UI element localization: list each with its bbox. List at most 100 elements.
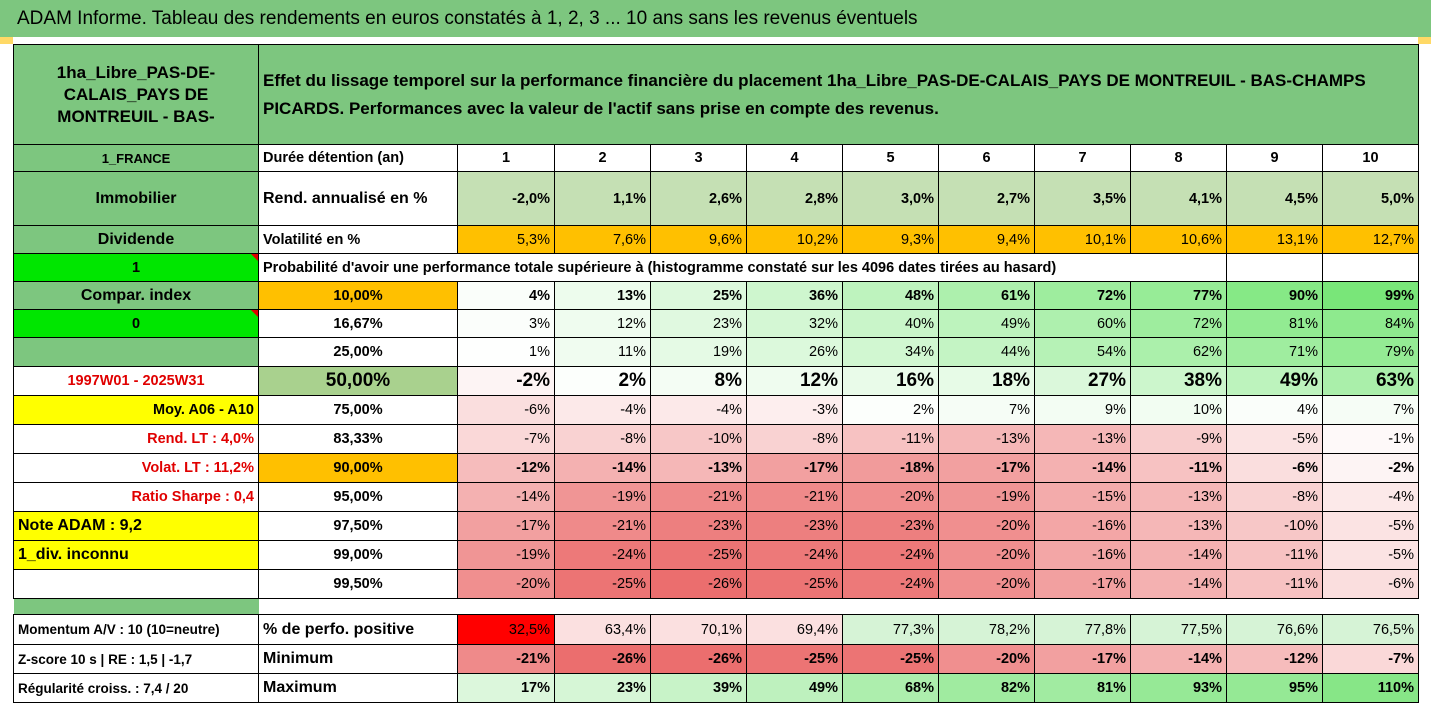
quantile-cell: -24% xyxy=(842,540,939,570)
compar-value: 0 xyxy=(13,309,259,338)
quantile-cell: -1% xyxy=(1322,424,1419,454)
quantile-cell: -3% xyxy=(746,395,843,425)
quantile-cell: -20% xyxy=(938,511,1035,541)
momentum-label: Momentum A/V : 10 (10=neutre) xyxy=(13,614,259,645)
quantile-cell: -10% xyxy=(1226,511,1323,541)
volat-cell: 10,2% xyxy=(746,225,843,254)
max-cell: 68% xyxy=(842,673,939,703)
div-label: 1_div. inconnu xyxy=(13,540,259,570)
quantile-cell: 63% xyxy=(1322,366,1419,396)
quantile-cell: -6% xyxy=(1322,569,1419,599)
table-row: 0 16,67% 3% 12% 23% 32% 40% 49% 60% 72% 81% 84% xyxy=(13,309,1419,338)
quantile-cell: 1% xyxy=(457,337,555,367)
quantile-cell: -23% xyxy=(746,511,843,541)
table-row: Dividende Volatilité en % 5,3% 7,6% 9,6% 10,2… xyxy=(13,225,1419,254)
max-cell: 110% xyxy=(1322,673,1419,703)
quantile-cell: 54% xyxy=(1034,337,1131,367)
quantile-cell: -6% xyxy=(1226,453,1323,483)
quantile-label: 83,33% xyxy=(258,424,458,454)
quantile-cell: 71% xyxy=(1226,337,1323,367)
quantile-cell: -25% xyxy=(650,540,747,570)
quantile-cell: -23% xyxy=(650,511,747,541)
compar-label: Compar. index xyxy=(13,281,259,310)
quantile-cell: 10% xyxy=(1130,395,1227,425)
returns-table: 1ha_Libre_PAS-DE-CALAIS_PAYS DE MONTREUI… xyxy=(13,44,1419,703)
empty-green xyxy=(13,337,259,367)
quantile-cell: -25% xyxy=(746,569,843,599)
quantile-cell: -20% xyxy=(938,540,1035,570)
volat-lt-label: Volat. LT : 11,2% xyxy=(13,453,259,483)
quantile-cell: -19% xyxy=(457,540,555,570)
rend-cell: 2,6% xyxy=(650,171,747,226)
quantile-label: 25,00% xyxy=(258,337,458,367)
quantile-cell: 2% xyxy=(554,366,651,396)
quantile-cell: 61% xyxy=(938,281,1035,310)
quantile-cell: -26% xyxy=(650,569,747,599)
quantile-cell: -9% xyxy=(1130,424,1227,454)
quantile-cell: 49% xyxy=(1226,366,1323,396)
table-row: Ratio Sharpe : 0,4 95,00% -14% -19% -21% -21%… xyxy=(13,482,1419,512)
table-row: 1997W01 - 2025W31 50,00% -2% 2% 8% 12% 16% 18% 2… xyxy=(13,366,1419,396)
quantile-cell: -14% xyxy=(1130,540,1227,570)
quantile-cell: -20% xyxy=(842,482,939,512)
quantile-cell: -21% xyxy=(746,482,843,512)
spacer-green xyxy=(13,598,259,615)
quantile-cell: -7% xyxy=(457,424,555,454)
max-cell: 81% xyxy=(1034,673,1131,703)
quantile-cell: 77% xyxy=(1130,281,1227,310)
min-cell: -25% xyxy=(746,644,843,674)
volat-cell: 7,6% xyxy=(554,225,651,254)
rend-cell: 1,1% xyxy=(554,171,651,226)
quantile-cell: -5% xyxy=(1322,540,1419,570)
table-row: Régularité croiss. : 7,4 / 20 Maximum 17% 2… xyxy=(13,673,1419,703)
quantile-cell: 32% xyxy=(746,309,843,338)
table-row: Compar. index 10,00% 4% 13% 25% 36% 48% 61% 72% 7… xyxy=(13,281,1419,310)
quantile-cell: 81% xyxy=(1226,309,1323,338)
rend-cell: 3,5% xyxy=(1034,171,1131,226)
table-row: Momentum A/V : 10 (10=neutre)% de perfo.… xyxy=(13,614,1419,645)
quantile-cell: -16% xyxy=(1034,511,1131,541)
quantile-cell: -11% xyxy=(842,424,939,454)
note-label: Note ADAM : 9,2 xyxy=(13,511,259,541)
year-header: 10 xyxy=(1322,144,1419,172)
quantile-cell: -13% xyxy=(938,424,1035,454)
quantile-cell: -23% xyxy=(842,511,939,541)
quantile-label: 10,00% xyxy=(258,281,458,310)
quantile-cell: 36% xyxy=(746,281,843,310)
quantile-cell: 7% xyxy=(938,395,1035,425)
quantile-cell: -17% xyxy=(938,453,1035,483)
quantile-label: 97,50% xyxy=(258,511,458,541)
max-cell: 82% xyxy=(938,673,1035,703)
quantile-cell: -8% xyxy=(1226,482,1323,512)
duration-header: Durée détention (an) xyxy=(258,144,458,172)
rend-cell: 2,8% xyxy=(746,171,843,226)
quantile-cell: 7% xyxy=(1322,395,1419,425)
quantile-cell: 49% xyxy=(938,309,1035,338)
quantile-cell: -11% xyxy=(1226,569,1323,599)
quantile-cell: -16% xyxy=(1034,540,1131,570)
quantile-cell: 13% xyxy=(554,281,651,310)
quantile-cell: -13% xyxy=(650,453,747,483)
year-header: 6 xyxy=(938,144,1035,172)
quantile-cell: -13% xyxy=(1130,511,1227,541)
rend-cell: -2,0% xyxy=(457,171,555,226)
pos-cell: 76,5% xyxy=(1322,614,1419,645)
quantile-cell: 72% xyxy=(1034,281,1131,310)
pos-cell: 77,8% xyxy=(1034,614,1131,645)
min-cell: -21% xyxy=(457,644,555,674)
pos-cell: 77,5% xyxy=(1130,614,1227,645)
quantile-cell: -8% xyxy=(746,424,843,454)
max-cell: 49% xyxy=(746,673,843,703)
quantile-cell: -13% xyxy=(1034,424,1131,454)
quantile-label: 90,00% xyxy=(258,453,458,483)
table-row: 1_FRANCE Durée détention (an) 1 2 3 4 5 6 7 8 9 10 xyxy=(13,144,1419,172)
volat-cell: 12,7% xyxy=(1322,225,1419,254)
quantile-cell: -21% xyxy=(650,482,747,512)
empty-cell xyxy=(1322,253,1419,282)
quantile-cell: 3% xyxy=(457,309,555,338)
quantile-cell: -4% xyxy=(554,395,651,425)
quantile-cell: 12% xyxy=(746,366,843,396)
quantile-cell: 40% xyxy=(842,309,939,338)
year-header: 9 xyxy=(1226,144,1323,172)
table-row: 25,00% 1% 11% 19% 26% 34% 44% 54% 62% 71% 79% xyxy=(13,337,1419,367)
